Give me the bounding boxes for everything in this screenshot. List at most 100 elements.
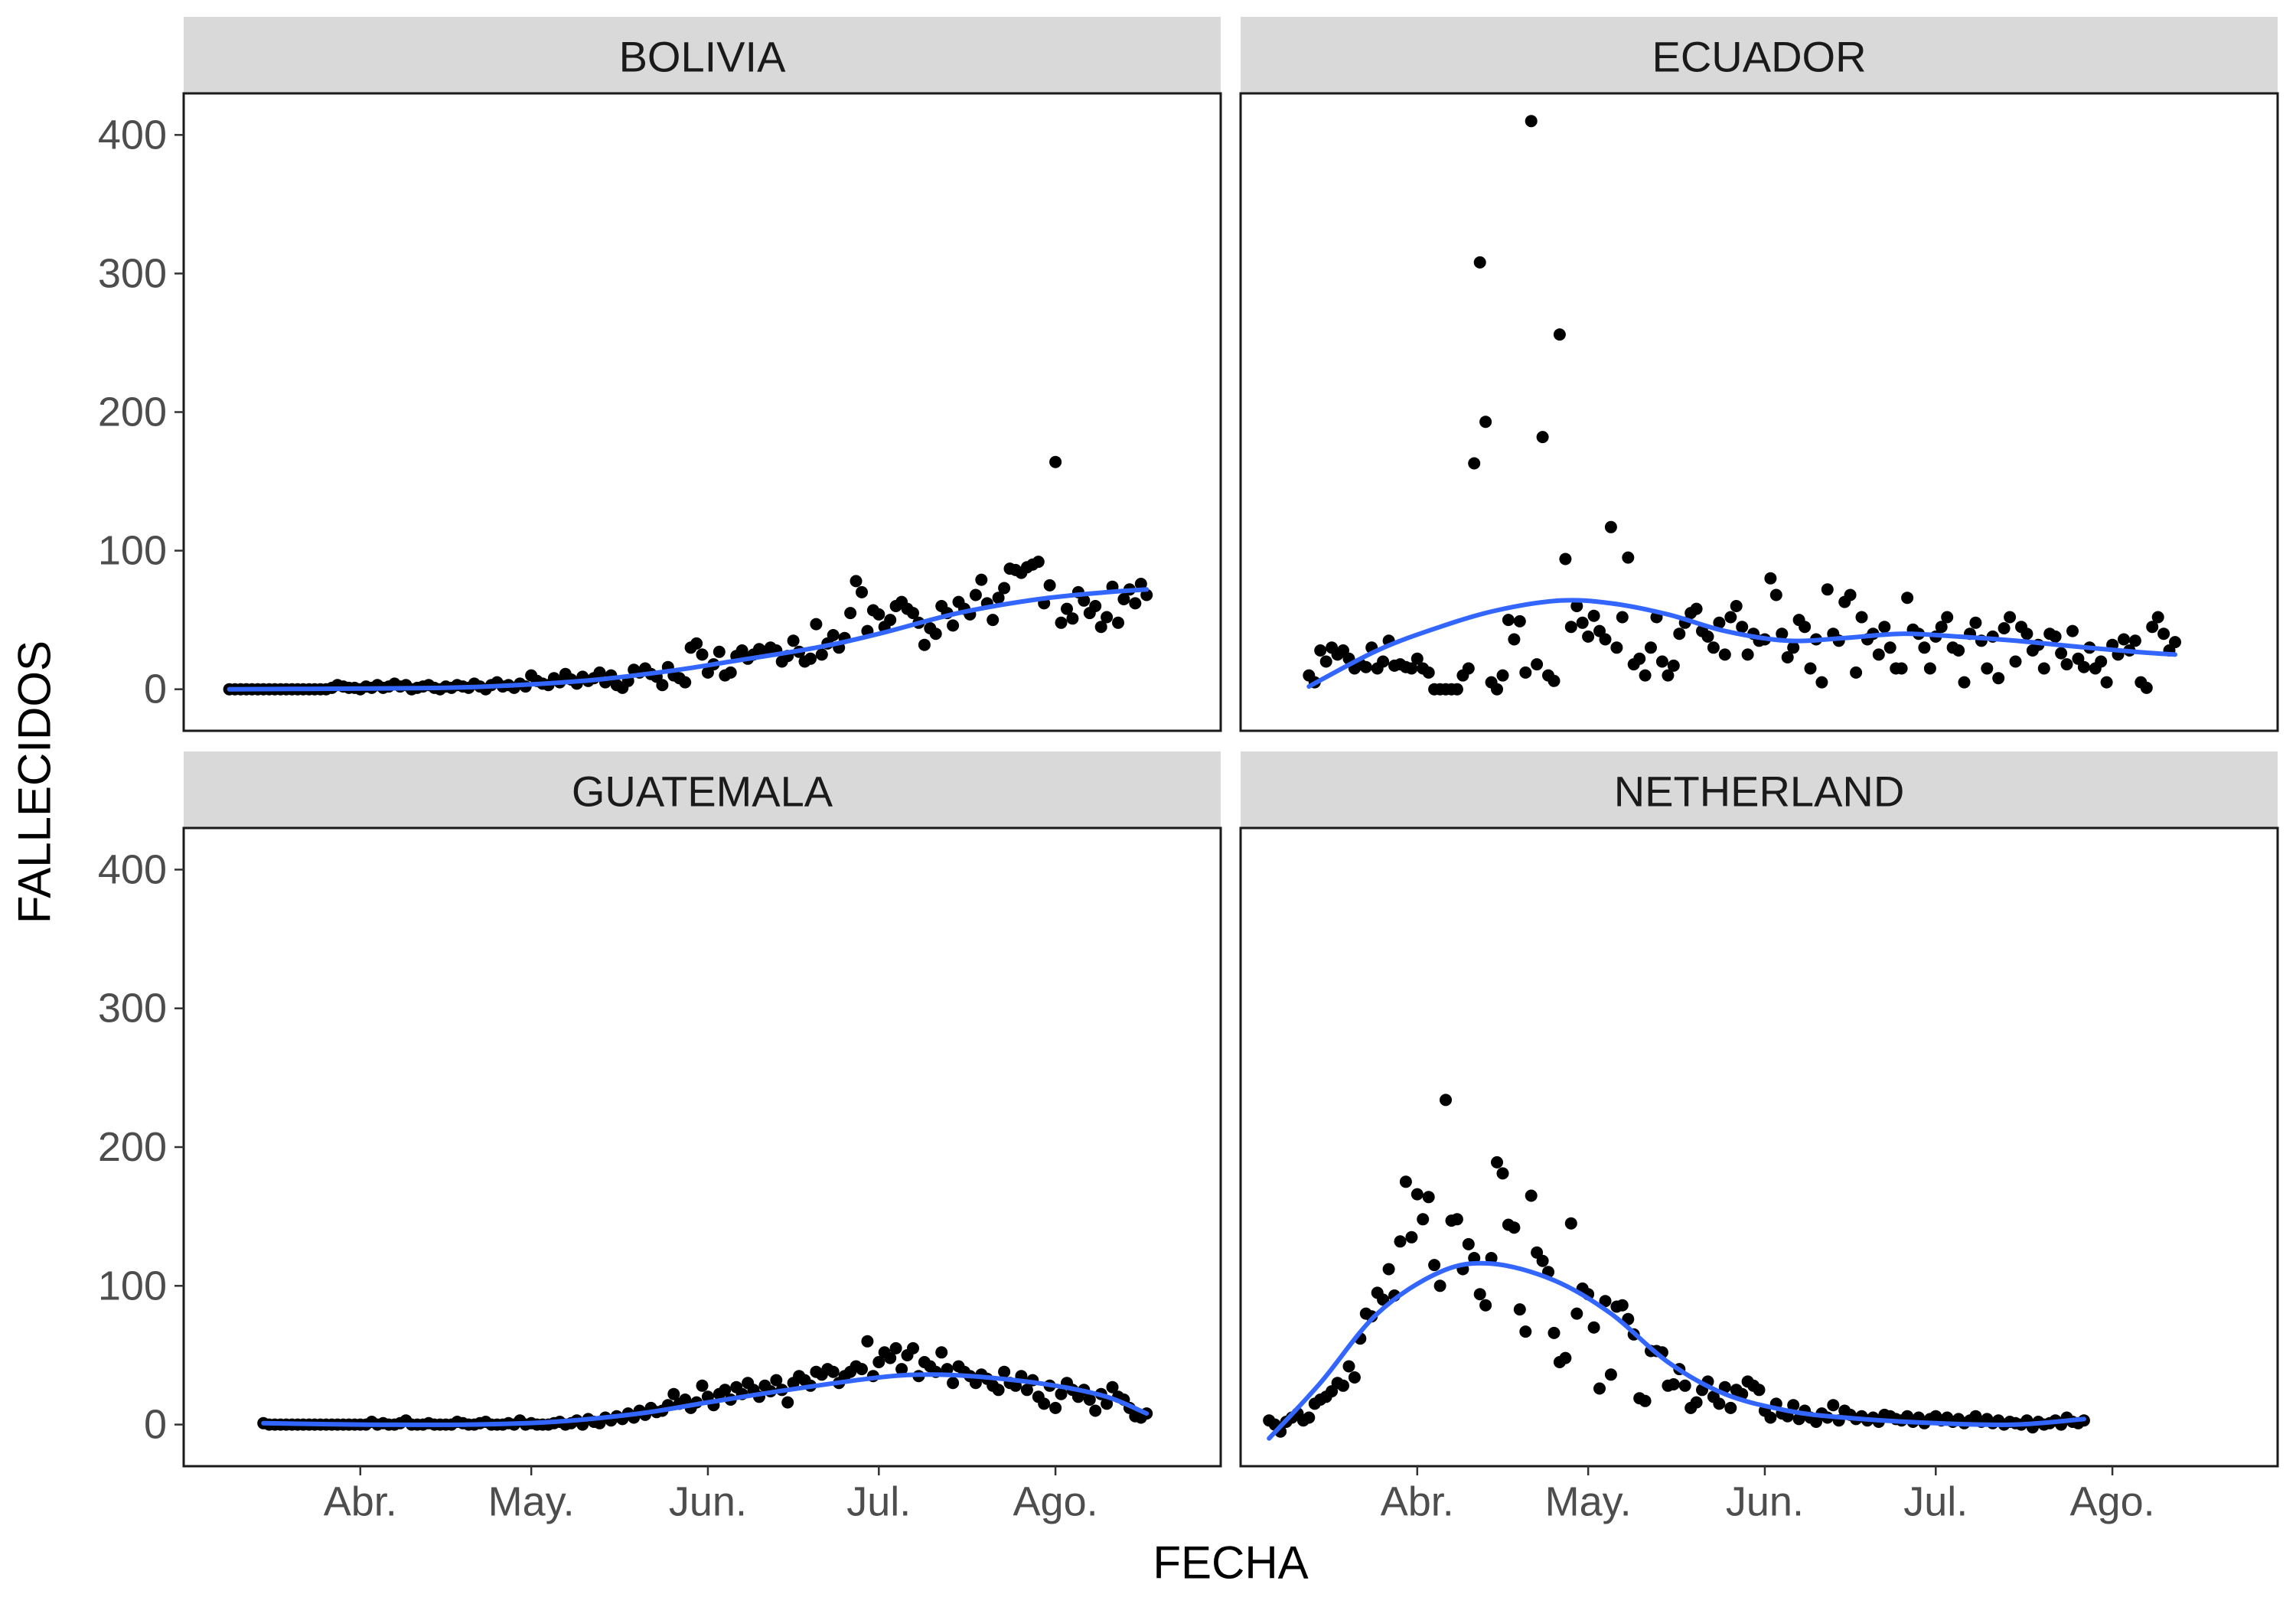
- data-point: [1667, 659, 1680, 672]
- data-point: [998, 582, 1011, 595]
- data-point: [1981, 662, 1994, 675]
- data-point: [1850, 666, 1863, 679]
- x-tick-label: May.: [1545, 1478, 1632, 1524]
- data-point: [1593, 1382, 1606, 1395]
- x-tick-label: Ago.: [1013, 1478, 1098, 1524]
- data-point: [1713, 616, 1726, 629]
- data-point: [1616, 611, 1629, 624]
- smooth-line-netherland: [1267, 1260, 2086, 1441]
- y-tick-label: 100: [98, 1263, 167, 1309]
- data-point: [1502, 614, 1515, 627]
- data-point: [2004, 611, 2017, 624]
- data-point: [1923, 662, 1936, 675]
- panel-netherland: NETHERLAND: [1239, 751, 2279, 1468]
- points-netherland: [1263, 1094, 2090, 1438]
- data-point: [1736, 621, 1749, 634]
- data-point: [827, 1365, 840, 1378]
- data-point: [696, 1379, 709, 1392]
- data-point: [679, 676, 692, 689]
- data-point: [787, 634, 800, 647]
- data-point: [1587, 609, 1600, 622]
- data-point: [2009, 655, 2022, 668]
- data-point: [1433, 1279, 1446, 1292]
- data-point: [1564, 621, 1577, 634]
- data-point: [1764, 1411, 1777, 1424]
- data-point: [1616, 1299, 1629, 1312]
- x-tick-label: Jun.: [1726, 1478, 1804, 1524]
- data-point: [2128, 634, 2141, 647]
- y-axis-title: FALLECIDOS: [9, 641, 60, 924]
- data-point: [1724, 1401, 1737, 1414]
- data-point: [1958, 676, 1971, 689]
- data-point: [696, 648, 709, 661]
- data-point: [1399, 1175, 1412, 1188]
- y-tick-label: 0: [144, 1402, 167, 1448]
- x-tick-label: Abr.: [324, 1478, 397, 1524]
- data-point: [1639, 669, 1652, 682]
- data-point: [2118, 633, 2130, 646]
- data-point: [1570, 600, 1583, 612]
- data-point: [1032, 556, 1045, 569]
- data-point: [1377, 655, 1390, 668]
- data-point: [1043, 579, 1056, 592]
- data-point: [1319, 655, 1332, 668]
- data-point: [1639, 1394, 1652, 1407]
- data-point: [1112, 616, 1124, 629]
- data-point: [1878, 621, 1891, 634]
- data-point: [1536, 431, 1549, 444]
- data-point: [1827, 1399, 1840, 1412]
- data-point: [1525, 1189, 1538, 1202]
- data-point: [1707, 641, 1720, 654]
- data-point: [844, 607, 857, 620]
- data-point: [872, 1356, 885, 1368]
- data-point: [1952, 644, 1965, 657]
- panel-strip: [1241, 751, 2278, 828]
- data-point: [947, 1377, 960, 1390]
- data-point: [1519, 666, 1532, 679]
- data-point: [1781, 651, 1794, 663]
- data-point: [987, 614, 1000, 627]
- data-point: [1969, 616, 1982, 629]
- data-point: [2151, 611, 2164, 624]
- x-tick-label: Abr.: [1381, 1478, 1454, 1524]
- data-point: [1655, 655, 1668, 668]
- data-point: [941, 1363, 954, 1376]
- data-point: [1491, 1156, 1503, 1169]
- data-point: [1753, 1384, 1766, 1397]
- data-point: [1055, 1387, 1068, 1400]
- data-point: [1941, 611, 1954, 624]
- data-point: [1582, 630, 1595, 643]
- data-point: [2157, 627, 2170, 641]
- data-point: [1821, 583, 1834, 596]
- smooth-line-ecuador: [1306, 598, 2177, 689]
- points-guatemala: [257, 1335, 1153, 1431]
- data-point: [1038, 1397, 1051, 1410]
- y-tick-label: 300: [98, 250, 167, 296]
- data-point: [656, 679, 669, 692]
- data-point: [1129, 597, 1142, 610]
- data-point: [895, 1363, 908, 1376]
- data-point: [2055, 647, 2068, 660]
- data-point: [1804, 662, 1817, 675]
- panel-border: [1239, 826, 2279, 1468]
- data-point: [1377, 1293, 1390, 1306]
- data-point: [1918, 641, 1931, 654]
- panel-strip-label: BOLIVIA: [619, 33, 787, 81]
- data-point: [1496, 669, 1509, 682]
- data-point: [1564, 1217, 1577, 1230]
- x-tick-label: Jul.: [1903, 1478, 1968, 1524]
- data-point: [1513, 1303, 1526, 1316]
- data-point: [2169, 636, 2181, 649]
- data-point: [1450, 1213, 1463, 1226]
- y-tick-label: 100: [98, 528, 167, 574]
- data-point: [1101, 1397, 1114, 1410]
- data-point: [1901, 592, 1914, 605]
- panel-strip-label: GUATEMALA: [572, 768, 833, 816]
- data-point: [1662, 669, 1675, 682]
- y-tick-label: 0: [144, 667, 167, 712]
- data-point: [1117, 593, 1130, 605]
- data-point: [1678, 1379, 1691, 1392]
- x-tick-label: Jul.: [846, 1478, 911, 1524]
- panel-border: [182, 92, 1222, 732]
